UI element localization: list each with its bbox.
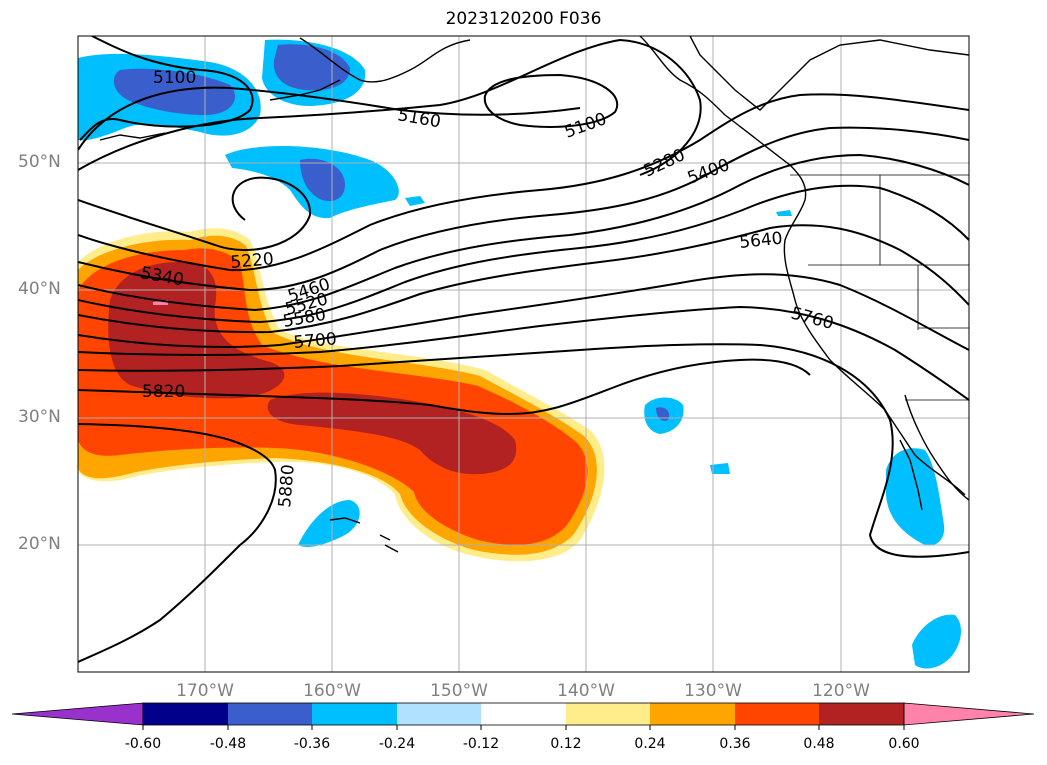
contour-label: 5820: [142, 382, 185, 402]
contour-label: 5100: [153, 68, 196, 88]
colorbar-tick-label: 0.12: [550, 736, 582, 752]
plot-frame: [77, 35, 970, 673]
map-title: 2023120200 F036: [445, 9, 602, 29]
colorbar-segment: [312, 703, 397, 725]
colorbar-segment: [650, 703, 735, 725]
height-contours: [78, 36, 969, 663]
colorbar-segment: [819, 703, 904, 725]
warm-anomaly-region: [78, 228, 605, 562]
lat-label: 50°N: [18, 152, 61, 172]
colorbar-extend-low: [11, 702, 144, 726]
lon-label: 120°W: [812, 681, 870, 701]
colorbar-tick-label: 0.60: [888, 736, 920, 752]
political-borders: [790, 174, 969, 401]
colorbar-tick-label: -0.24: [378, 736, 416, 752]
colorbar-tick-label: 0.24: [634, 736, 666, 752]
lon-label: 130°W: [684, 681, 742, 701]
colorbar-extend-high: [903, 702, 1035, 726]
lat-label: 30°N: [18, 407, 61, 427]
contour-label: 5640: [738, 229, 783, 253]
colorbar-tick-label: 0.48: [803, 736, 835, 752]
lat-label: 40°N: [18, 279, 61, 299]
colorbar-tick-label: -0.12: [462, 736, 500, 752]
colorbar-segment: [143, 703, 228, 725]
colorbar: [11, 702, 1035, 730]
colorbar-segment: [566, 703, 650, 725]
contour-label: 5700: [293, 329, 338, 353]
colorbar-segment: [735, 703, 819, 725]
lon-label: 170°W: [176, 681, 234, 701]
coastlines: [99, 36, 969, 553]
colorbar-tick-label: 0.36: [719, 736, 751, 752]
colorbar-segment: [397, 703, 481, 725]
lon-label: 140°W: [557, 681, 615, 701]
contour-label: 5880: [275, 464, 299, 509]
lat-label: 20°N: [18, 534, 61, 554]
contour-label: 5220: [230, 249, 275, 273]
lon-label: 150°W: [430, 681, 488, 701]
lon-label: 160°W: [303, 681, 361, 701]
colorbar-segment: [228, 703, 312, 725]
colorbar-segment: [481, 703, 566, 725]
colorbar-tick-label: -0.36: [293, 736, 331, 752]
colorbar-tick-label: -0.48: [209, 736, 247, 752]
colorbar-tick-label: -0.60: [124, 736, 162, 752]
